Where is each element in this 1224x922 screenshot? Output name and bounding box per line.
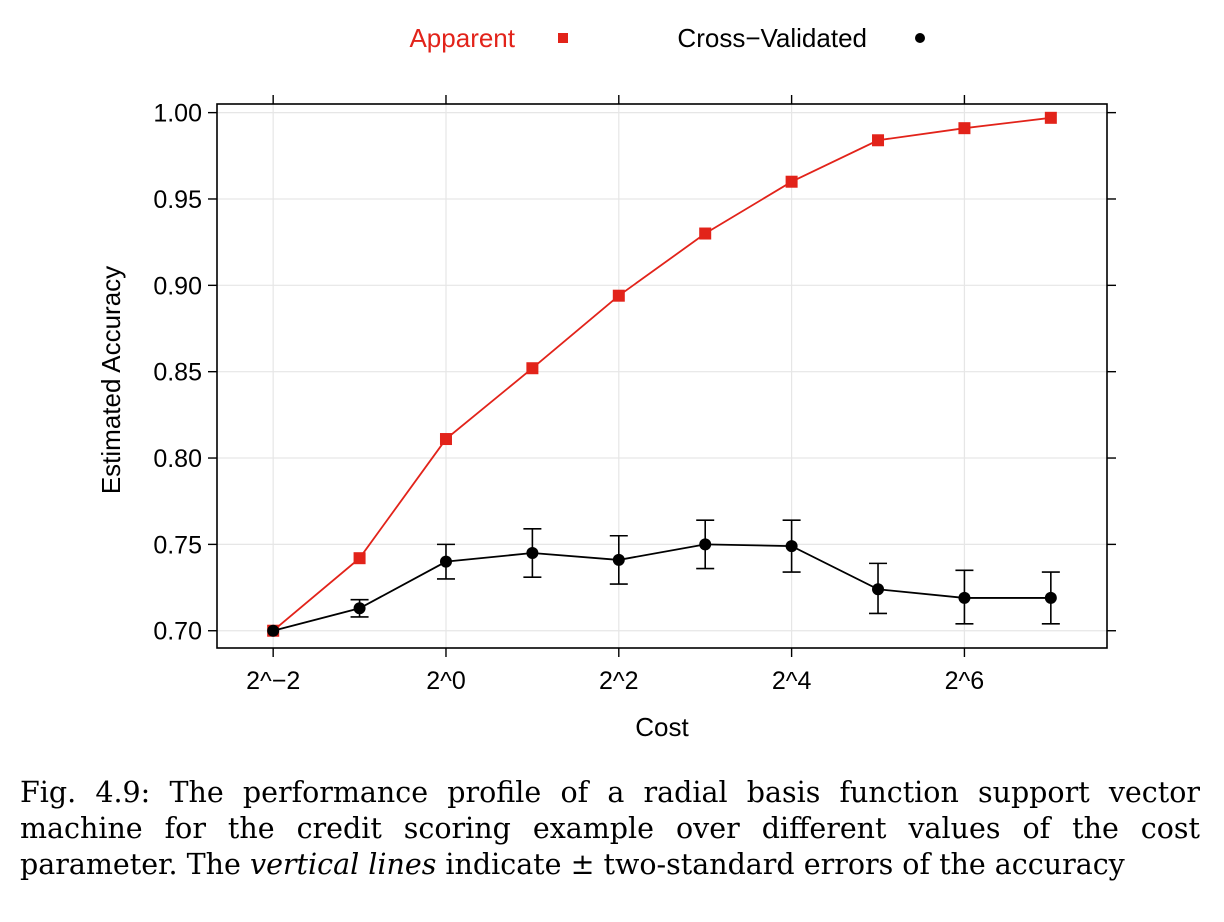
x-tick-label: 2^4 — [772, 667, 812, 695]
caption-prefix: Fig. 4.9: The performance profile of a r… — [20, 776, 1200, 881]
series — [267, 111, 1060, 637]
grid — [217, 104, 1107, 648]
data-point — [526, 362, 539, 375]
series-line — [272, 116, 1051, 632]
data-point — [872, 583, 885, 596]
data-point — [958, 591, 971, 604]
x-axis-label: Cost — [635, 712, 689, 742]
y-tick-label: 0.80 — [153, 445, 202, 473]
legend-marker — [915, 33, 925, 43]
x-tick-label: 2^2 — [599, 667, 639, 695]
data-point — [612, 289, 625, 302]
axis-ticks: 0.70 0.75 0.80 0.85 0.90 0.95 1.00 2^−2 2^0 2^2 2^… — [153, 95, 1116, 695]
data-point — [785, 175, 798, 188]
y-tick-label: 0.90 — [153, 272, 202, 300]
caption-suffix: indicate ± two-standard errors of the ac… — [436, 848, 1125, 881]
figure-caption: Fig. 4.9: The performance profile of a r… — [20, 775, 1200, 883]
data-point — [526, 547, 539, 560]
y-tick-label: 0.70 — [153, 618, 202, 646]
x-tick-label: 2^−2 — [246, 667, 300, 695]
plot-frame — [216, 103, 1108, 649]
series-cross-validated — [267, 519, 1060, 637]
data-point — [1044, 111, 1057, 124]
x-tick-label: 2^0 — [426, 667, 466, 695]
legend-marker — [558, 33, 568, 43]
data-point — [353, 602, 366, 615]
accuracy-chart: 0.70 0.75 0.80 0.85 0.90 0.95 1.00 2^−2 2^0 2^2 2^… — [96, 23, 1116, 742]
data-point — [1044, 591, 1057, 604]
data-point — [439, 433, 452, 446]
y-tick-label: 0.85 — [153, 359, 202, 387]
data-point — [612, 553, 625, 566]
y-axis-label: Estimated Accuracy — [96, 266, 126, 494]
legend-label: Apparent — [409, 23, 515, 53]
data-point — [439, 555, 452, 568]
data-point — [958, 122, 971, 135]
series-line — [272, 543, 1051, 632]
data-point — [353, 552, 366, 565]
legend: Apparent Cross−Validated — [409, 23, 925, 53]
caption-emphasis: vertical lines — [249, 848, 437, 881]
y-tick-label: 1.00 — [153, 100, 202, 128]
legend-label: Cross−Validated — [677, 23, 867, 53]
y-tick-label: 0.75 — [153, 531, 202, 559]
y-tick-label: 0.95 — [153, 186, 202, 214]
x-tick-label: 2^6 — [945, 667, 985, 695]
series-apparent — [267, 111, 1057, 637]
data-point — [872, 134, 885, 147]
data-point — [267, 624, 280, 637]
data-point — [699, 538, 712, 551]
data-point — [785, 540, 798, 553]
data-point — [699, 227, 712, 240]
